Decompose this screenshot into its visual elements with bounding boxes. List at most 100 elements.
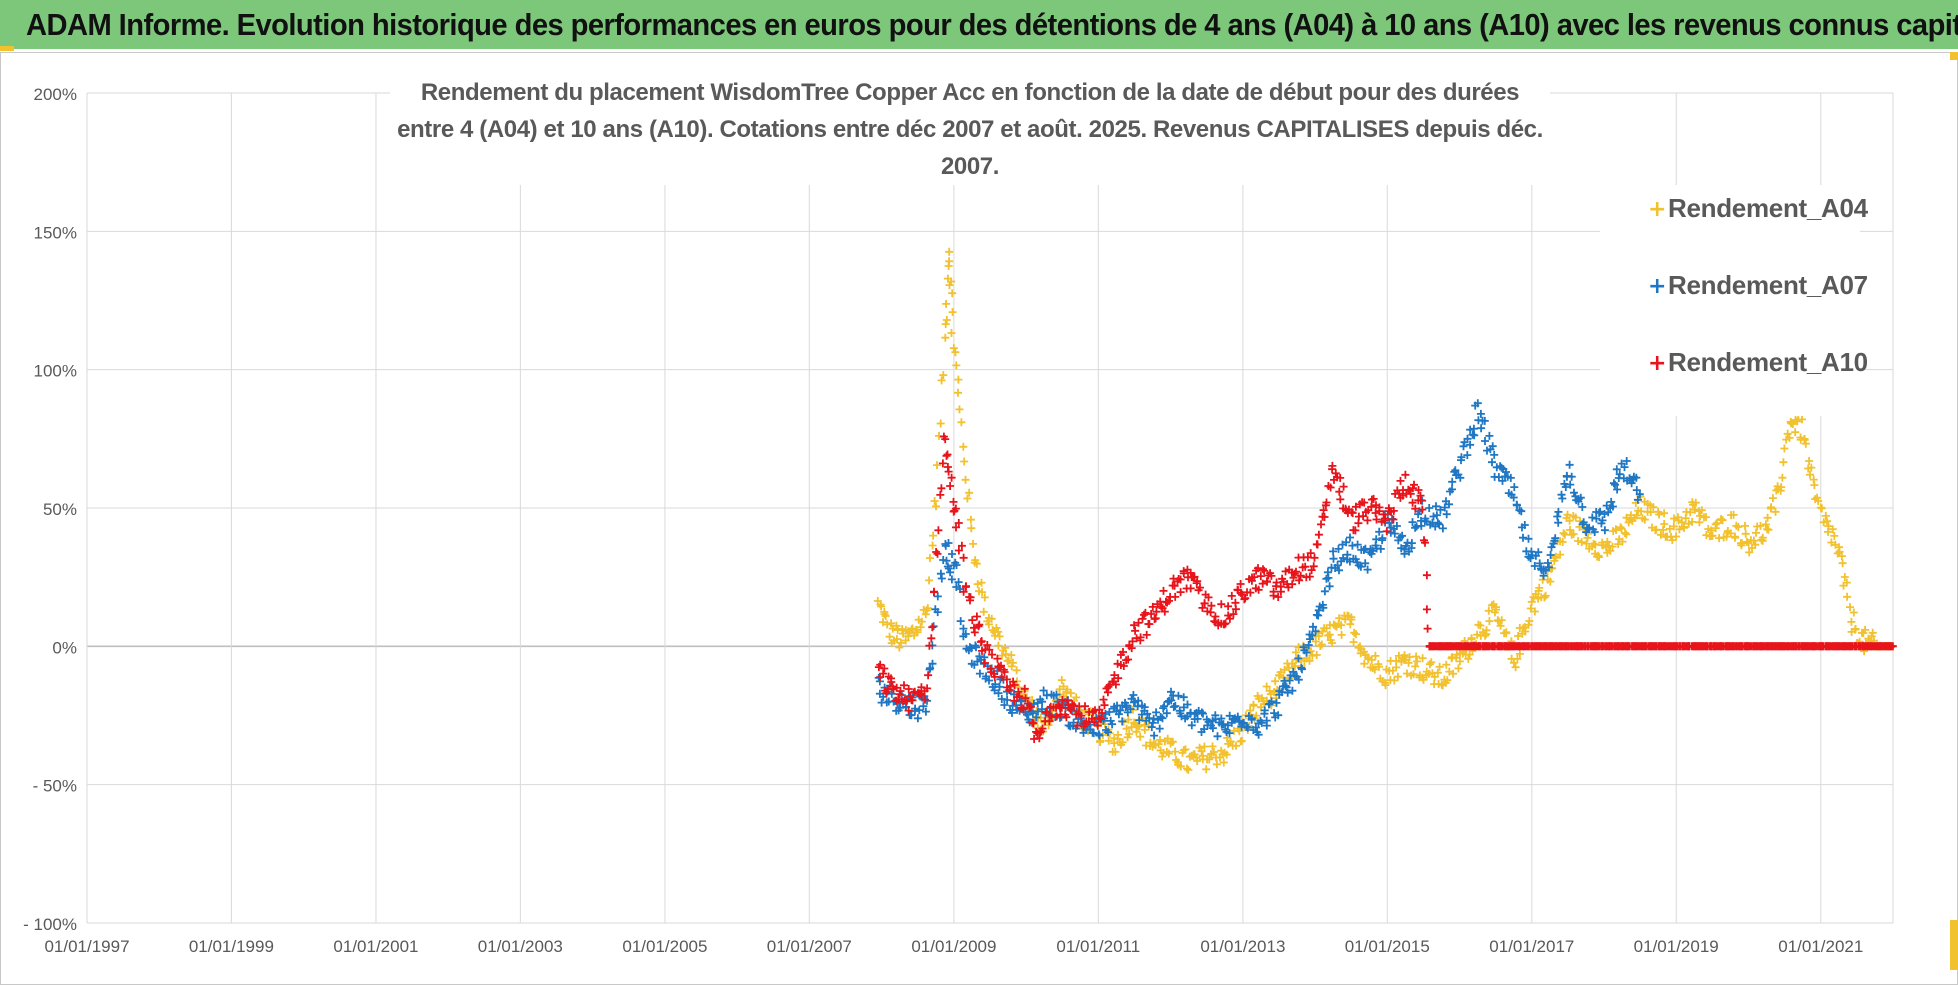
data-point (1186, 568, 1195, 577)
data-point (1379, 510, 1388, 519)
data-point (1000, 701, 1009, 709)
data-point (1612, 465, 1621, 474)
data-point (1473, 630, 1482, 639)
data-point (961, 630, 970, 638)
data-point (1252, 711, 1261, 720)
data-point (1393, 672, 1402, 681)
data-point (1530, 607, 1539, 616)
data-point (1208, 742, 1217, 751)
data-point (904, 685, 913, 693)
data-point (1389, 515, 1398, 524)
data-point (1649, 503, 1658, 512)
data-point (1336, 495, 1345, 504)
data-point (907, 711, 916, 720)
data-point (1435, 662, 1444, 671)
legend-marker-a07: + (1648, 274, 1667, 299)
data-point (1145, 620, 1154, 629)
data-point (994, 641, 1003, 650)
data-point (1372, 515, 1381, 524)
data-point (966, 515, 975, 524)
data-point (1134, 618, 1143, 627)
data-point (1608, 502, 1617, 511)
data-point (1543, 559, 1552, 567)
data-point (1488, 442, 1497, 451)
data-point (1484, 606, 1493, 615)
data-point (1519, 533, 1527, 542)
data-point (1159, 586, 1168, 595)
data-point (1652, 525, 1661, 534)
data-point (945, 281, 954, 290)
data-point (1427, 658, 1436, 667)
data-point (1375, 503, 1384, 512)
data-point (1023, 710, 1031, 719)
data-point (1780, 444, 1789, 453)
data-point (1423, 624, 1432, 633)
data-point (1567, 472, 1576, 481)
data-point (1119, 648, 1127, 656)
data-point (1270, 709, 1279, 718)
data-point (1600, 526, 1609, 535)
data-point (1766, 504, 1775, 513)
data-point (1160, 702, 1169, 711)
data-point (1838, 559, 1847, 568)
data-point (1038, 697, 1047, 706)
data-point (1021, 694, 1030, 703)
data-point (1227, 591, 1236, 600)
data-point (1105, 708, 1114, 716)
data-point (1152, 708, 1161, 717)
data-point (997, 673, 1006, 682)
data-point (1607, 497, 1616, 506)
data-point (1311, 637, 1320, 646)
data-point (1008, 658, 1017, 667)
y-tick-label: 50% (43, 500, 77, 519)
data-point (1655, 510, 1664, 519)
data-point (1029, 719, 1038, 728)
data-point (954, 519, 963, 527)
data-point (1554, 507, 1563, 516)
data-point (1777, 483, 1786, 492)
data-point (1339, 554, 1348, 562)
data-point (994, 689, 1003, 698)
data-point (1616, 523, 1625, 532)
data-point (1741, 521, 1749, 530)
y-tick-label: 150% (34, 223, 77, 242)
data-point (1677, 518, 1686, 527)
data-point (1563, 510, 1572, 519)
data-point (1193, 714, 1202, 723)
data-point (1302, 648, 1311, 657)
data-point (1398, 531, 1407, 540)
data-point (1527, 597, 1536, 606)
data-point (913, 628, 922, 637)
data-point (1842, 578, 1851, 587)
data-point (1438, 524, 1447, 533)
data-point (1276, 587, 1285, 596)
data-point (1436, 505, 1445, 514)
data-point (992, 623, 1001, 632)
data-point (1622, 530, 1631, 539)
data-point (1546, 551, 1555, 559)
data-point (1174, 691, 1183, 700)
data-point (1745, 548, 1754, 557)
data-point (1114, 710, 1123, 719)
data-point (1476, 409, 1485, 418)
data-point (1142, 630, 1151, 639)
data-point (1561, 483, 1570, 491)
data-point (1262, 682, 1271, 691)
data-point (1329, 554, 1338, 563)
data-point (1376, 544, 1385, 553)
data-point (1406, 489, 1415, 498)
data-point (941, 435, 950, 444)
data-point (1347, 613, 1356, 622)
data-point (1411, 523, 1420, 532)
data-point (1211, 612, 1220, 621)
data-point (1020, 684, 1029, 693)
data-point (952, 523, 960, 532)
data-point (967, 524, 976, 533)
data-point (1335, 487, 1344, 496)
data-point (948, 550, 956, 558)
data-point (1032, 713, 1041, 722)
data-point (1260, 566, 1269, 575)
data-point (1310, 553, 1319, 562)
data-point (929, 531, 938, 540)
x-tick-label: 01/01/2005 (622, 937, 707, 956)
